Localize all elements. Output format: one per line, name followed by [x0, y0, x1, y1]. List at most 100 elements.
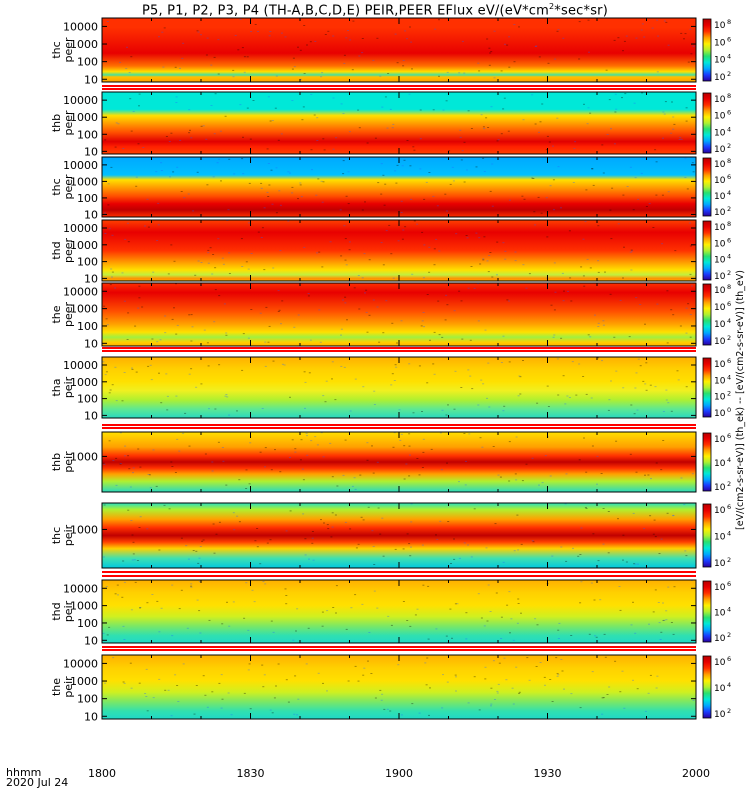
- speckle: [689, 28, 692, 30]
- y-tick-label: 100: [77, 256, 98, 269]
- speckle: [304, 554, 307, 556]
- speckle: [655, 194, 658, 196]
- speckle: [301, 468, 304, 470]
- speckle: [408, 543, 411, 545]
- speckle: [261, 408, 264, 409]
- speckle: [496, 690, 499, 692]
- speckle: [360, 516, 363, 518]
- speckle: [226, 601, 228, 603]
- speckle: [124, 445, 127, 447]
- speckle: [200, 125, 203, 127]
- speckle: [488, 255, 491, 256]
- speckle: [243, 692, 246, 694]
- speckle: [300, 196, 303, 198]
- speckle: [411, 703, 414, 705]
- speckle: [220, 707, 223, 709]
- speckle: [158, 631, 161, 633]
- speckle: [496, 140, 499, 142]
- colorbar-tick-label: 10: [714, 38, 726, 48]
- speckle: [670, 309, 673, 311]
- speckle: [132, 111, 135, 112]
- speckle: [247, 222, 250, 224]
- speckle: [539, 662, 542, 663]
- speckle: [623, 707, 626, 709]
- speckle: [550, 304, 553, 306]
- speckle: [306, 435, 308, 437]
- speckle: [402, 548, 405, 550]
- speckle: [604, 656, 607, 658]
- speckle: [683, 38, 685, 40]
- speckle: [373, 404, 376, 405]
- speckle: [394, 364, 397, 366]
- speckle: [234, 34, 237, 36]
- speckle: [570, 300, 573, 302]
- speckle: [400, 320, 403, 322]
- speckle: [127, 312, 130, 314]
- speckle: [454, 603, 457, 605]
- speckle: [264, 365, 267, 367]
- speckle: [463, 433, 466, 434]
- speckle: [135, 185, 138, 187]
- speckle: [285, 530, 288, 532]
- speckle: [217, 73, 220, 75]
- colorbar-tick-exponent: 6: [727, 357, 731, 365]
- speckle: [128, 468, 131, 470]
- speckle: [195, 550, 198, 552]
- speckle: [655, 462, 658, 464]
- colorbar-tick-exponent: 4: [727, 53, 731, 61]
- speckle: [261, 227, 264, 229]
- speckle: [373, 564, 376, 565]
- speckle: [685, 120, 688, 122]
- speckle: [127, 509, 130, 511]
- speckle: [657, 35, 660, 37]
- speckle: [480, 617, 483, 619]
- speckle: [660, 631, 663, 633]
- colorbar-tick-exponent: 4: [727, 125, 731, 133]
- speckle: [636, 409, 639, 411]
- speckle: [639, 304, 642, 305]
- speckle: [284, 36, 287, 38]
- speckle: [467, 544, 469, 546]
- speckle: [687, 61, 690, 63]
- speckle: [268, 184, 271, 186]
- colorbar-tick-exponent: 6: [727, 503, 731, 511]
- speckle: [602, 697, 605, 699]
- spectrogram-heatmap: [102, 357, 696, 418]
- speckle: [592, 533, 595, 535]
- speckle: [158, 372, 160, 374]
- speckle: [245, 261, 248, 263]
- colorbar-tick-exponent: 8: [727, 92, 731, 100]
- speckle: [284, 588, 287, 590]
- speckle: [121, 596, 124, 598]
- speckle: [139, 466, 142, 468]
- speckle: [487, 271, 490, 273]
- speckle: [390, 624, 393, 626]
- speckle: [320, 519, 322, 521]
- speckle: [348, 131, 351, 133]
- speckle: [156, 240, 159, 241]
- speckle: [503, 657, 506, 659]
- speckle: [666, 342, 669, 344]
- speckle: [494, 523, 497, 525]
- speckle: [546, 236, 549, 238]
- speckle: [334, 399, 337, 401]
- speckle: [570, 693, 573, 695]
- speckle: [239, 19, 242, 20]
- speckle: [490, 703, 493, 705]
- y-tick-label: 10000: [63, 285, 98, 298]
- speckle: [606, 134, 609, 135]
- speckle: [289, 396, 291, 398]
- speckle: [301, 119, 304, 121]
- speckle: [660, 538, 663, 540]
- speckle: [373, 590, 376, 592]
- speckle: [198, 610, 201, 612]
- speckle: [458, 290, 461, 292]
- speckle: [679, 325, 682, 327]
- colorbar-tick-exponent: 4: [727, 606, 731, 614]
- speckle: [413, 220, 416, 222]
- speckle: [617, 518, 619, 520]
- speckle: [321, 611, 324, 613]
- speckle: [132, 472, 134, 474]
- colorbar-units-label: [eV/(cm2-s-sr-eV)] (th_ek) -- [eV/(cm2-s…: [735, 270, 746, 530]
- speckle: [413, 149, 416, 151]
